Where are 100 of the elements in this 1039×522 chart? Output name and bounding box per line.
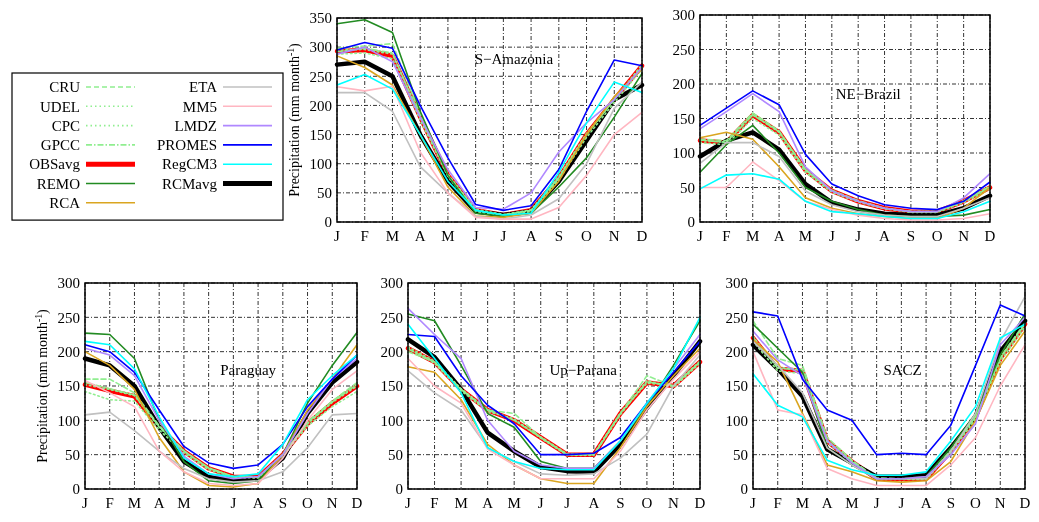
y-tick-label: 300: [725, 275, 748, 292]
legend-label: CRU: [49, 79, 81, 96]
x-tick-label: F: [360, 228, 369, 244]
x-tick-label: J: [405, 495, 412, 511]
x-tick-label: N: [326, 495, 338, 511]
x-tick-label: J: [82, 495, 89, 511]
y-tick-label: 300: [672, 7, 695, 24]
x-tick-label: D: [1019, 495, 1031, 511]
x-tick-label: N: [958, 228, 970, 244]
x-tick-label: A: [821, 495, 833, 511]
y-tick-label: 50: [65, 446, 80, 463]
x-tick-label: A: [252, 495, 264, 511]
x-tick-label: J: [750, 495, 757, 511]
y-tick-label: 300: [380, 275, 403, 292]
y-tick-label: 0: [72, 481, 80, 498]
x-tick-label: D: [636, 228, 648, 244]
x-tick-label: M: [746, 228, 760, 244]
x-tick-label: J: [697, 228, 704, 244]
x-tick-label: F: [773, 495, 782, 511]
y-tick-label: 150: [309, 126, 332, 143]
x-tick-label: O: [931, 228, 943, 244]
x-tick-label: A: [482, 495, 494, 511]
legend-label: OBSavg: [29, 156, 81, 173]
x-tick-label: M: [795, 495, 810, 511]
y-tick-label: 0: [395, 481, 403, 498]
x-tick-label: S: [946, 495, 955, 511]
x-tick-label: S: [906, 228, 916, 244]
x-tick-label: D: [351, 495, 363, 511]
x-tick-label: F: [430, 495, 439, 511]
y-tick-label: 50: [680, 179, 695, 196]
text: NE−Brazil: [835, 85, 901, 102]
x-tick-label: A: [525, 228, 537, 244]
legend-label: UDEL: [40, 98, 80, 115]
x-tick-label: J: [500, 228, 507, 244]
legend-label: ETA: [189, 79, 218, 96]
x-tick-label: S: [554, 228, 563, 244]
y-tick-label: 100: [380, 412, 403, 429]
x-tick-label: A: [879, 228, 891, 244]
x-tick-label: J: [334, 228, 341, 244]
y-tick-label: 0: [687, 214, 695, 231]
y-tick-label: 150: [380, 378, 403, 395]
y-tick-label: 300: [57, 275, 80, 292]
y-tick-label: 250: [57, 309, 80, 326]
legend-label: RCA: [49, 195, 81, 212]
x-tick-label: J: [828, 228, 835, 244]
y-tick-label: 0: [740, 481, 748, 498]
y-tick-label: 250: [309, 68, 332, 85]
y-tick-label: 250: [380, 309, 403, 326]
legend-label: RegCM3: [161, 156, 217, 173]
x-tick-label: F: [105, 495, 114, 511]
y-tick-label: 250: [672, 41, 695, 58]
x-tick-label: J: [898, 495, 905, 511]
y-tick-label: 200: [380, 343, 403, 360]
x-tick-label: J: [855, 228, 862, 244]
y-tick-label: 50: [388, 446, 403, 463]
y-tick-label: 200: [57, 343, 80, 360]
x-tick-label: M: [441, 228, 455, 244]
x-tick-label: D: [694, 495, 706, 511]
legend-label: PROMES: [156, 137, 217, 154]
x-tick-label: A: [153, 495, 165, 511]
x-tick-label: A: [414, 228, 426, 244]
x-tick-label: M: [385, 228, 400, 244]
x-tick-label: M: [798, 228, 813, 244]
y-tick-label: 150: [57, 378, 80, 395]
y-tick-label: 100: [309, 155, 332, 172]
y-tick-label: 50: [317, 185, 332, 202]
x-tick-label: M: [177, 495, 191, 511]
x-tick-label: J: [205, 495, 212, 511]
y-tick-label: 200: [725, 343, 748, 360]
x-tick-label: N: [608, 228, 620, 244]
y-tick-label: 0: [324, 214, 332, 231]
y-tick-label: 300: [309, 39, 332, 56]
y-tick-label: 100: [57, 412, 80, 429]
x-tick-label: M: [454, 495, 468, 511]
legend-label: MM5: [182, 98, 217, 115]
text: SACZ: [883, 361, 922, 378]
legend-label: REMO: [36, 175, 81, 192]
x-tick-label: M: [507, 495, 521, 511]
x-tick-label: O: [302, 495, 314, 511]
text: Up−Parana: [549, 361, 618, 378]
legend-label: LMDZ: [174, 117, 217, 134]
legend-label: GPCC: [40, 137, 80, 154]
x-tick-label: J: [472, 228, 479, 244]
x-tick-label: J: [537, 495, 544, 511]
x-tick-label: S: [616, 495, 625, 511]
y-tick-label: 100: [725, 412, 748, 429]
y-tick-label: 150: [725, 378, 748, 395]
x-tick-label: N: [994, 495, 1006, 511]
x-tick-label: O: [970, 495, 982, 511]
x-tick-label: A: [773, 228, 785, 244]
x-tick-label: O: [581, 228, 593, 244]
y-tick-label: 150: [672, 110, 695, 127]
x-tick-label: F: [722, 228, 731, 244]
x-tick-label: J: [230, 495, 237, 511]
y-tick-label: 200: [672, 76, 695, 93]
legend-label: CPC: [51, 117, 80, 134]
x-tick-label: A: [588, 495, 600, 511]
x-tick-label: M: [845, 495, 859, 511]
x-tick-label: M: [127, 495, 142, 511]
y-tick-label: 350: [309, 10, 332, 27]
